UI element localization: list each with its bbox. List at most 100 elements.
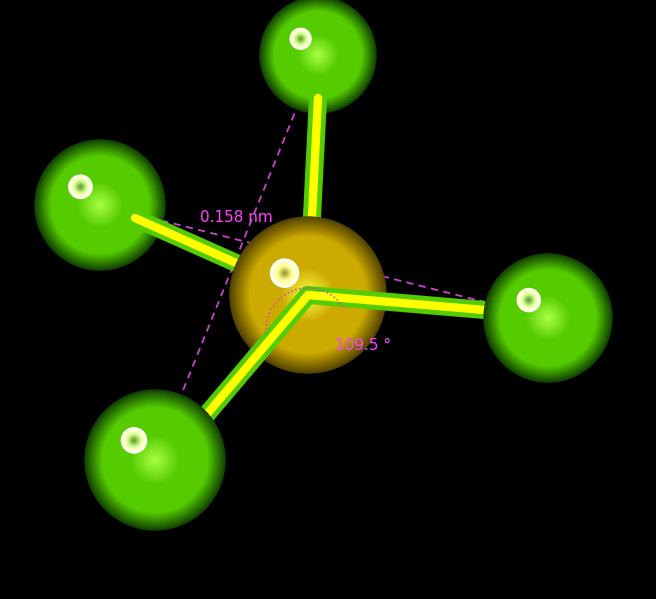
Circle shape xyxy=(51,156,149,254)
Circle shape xyxy=(249,237,367,353)
Circle shape xyxy=(491,262,605,374)
Circle shape xyxy=(41,147,159,264)
Circle shape xyxy=(72,179,89,195)
Circle shape xyxy=(298,285,318,305)
Circle shape xyxy=(277,265,293,281)
Circle shape xyxy=(316,53,320,57)
Circle shape xyxy=(244,231,372,359)
Circle shape xyxy=(298,36,303,41)
Circle shape xyxy=(296,34,305,44)
Circle shape xyxy=(513,283,583,353)
Circle shape xyxy=(536,306,560,329)
Circle shape xyxy=(495,265,602,371)
Circle shape xyxy=(279,268,289,278)
Circle shape xyxy=(268,5,368,105)
Circle shape xyxy=(63,168,137,242)
Circle shape xyxy=(267,4,369,106)
Circle shape xyxy=(136,441,174,479)
Circle shape xyxy=(94,199,106,210)
Circle shape xyxy=(76,182,85,192)
Circle shape xyxy=(310,47,326,63)
Circle shape xyxy=(152,456,159,464)
Circle shape xyxy=(96,202,103,208)
Circle shape xyxy=(135,440,175,480)
Circle shape xyxy=(520,291,538,309)
Circle shape xyxy=(247,234,369,356)
Circle shape xyxy=(291,28,345,82)
Circle shape xyxy=(39,144,161,266)
Circle shape xyxy=(270,259,298,287)
Circle shape xyxy=(304,291,312,299)
Circle shape xyxy=(521,292,537,308)
Circle shape xyxy=(279,16,357,93)
Circle shape xyxy=(131,435,180,485)
Circle shape xyxy=(282,269,334,321)
Circle shape xyxy=(544,314,552,322)
Circle shape xyxy=(149,454,161,466)
Circle shape xyxy=(508,277,588,359)
Circle shape xyxy=(47,152,153,258)
Circle shape xyxy=(283,272,286,274)
Circle shape xyxy=(245,232,371,358)
Circle shape xyxy=(110,415,201,506)
Circle shape xyxy=(90,395,220,525)
Circle shape xyxy=(306,43,329,66)
Circle shape xyxy=(81,186,119,223)
Circle shape xyxy=(56,162,143,249)
Circle shape xyxy=(277,264,339,326)
Circle shape xyxy=(519,291,539,310)
Circle shape xyxy=(297,34,339,76)
Circle shape xyxy=(46,151,154,259)
Circle shape xyxy=(293,30,343,80)
Circle shape xyxy=(519,289,577,347)
Circle shape xyxy=(120,425,190,495)
Circle shape xyxy=(66,170,134,240)
Circle shape xyxy=(48,153,152,257)
Circle shape xyxy=(78,184,83,189)
Circle shape xyxy=(108,413,201,507)
Circle shape xyxy=(276,13,359,96)
Circle shape xyxy=(298,36,337,74)
Circle shape xyxy=(73,179,88,195)
Circle shape xyxy=(241,229,375,361)
Circle shape xyxy=(84,189,116,221)
Circle shape xyxy=(278,265,338,325)
Circle shape xyxy=(302,38,335,71)
Circle shape xyxy=(41,146,159,265)
Circle shape xyxy=(154,459,156,461)
Circle shape xyxy=(153,458,157,462)
Circle shape xyxy=(274,262,295,284)
Circle shape xyxy=(282,19,354,91)
Circle shape xyxy=(487,257,609,379)
Circle shape xyxy=(272,8,364,101)
Circle shape xyxy=(304,41,331,68)
Circle shape xyxy=(123,429,145,451)
Circle shape xyxy=(281,18,355,92)
Circle shape xyxy=(486,256,610,380)
Circle shape xyxy=(297,35,304,43)
Circle shape xyxy=(150,455,159,465)
Circle shape xyxy=(71,177,90,196)
Circle shape xyxy=(287,24,349,86)
Circle shape xyxy=(133,439,135,441)
Circle shape xyxy=(239,226,377,364)
Circle shape xyxy=(299,37,302,40)
Circle shape xyxy=(270,258,346,332)
Circle shape xyxy=(531,301,565,335)
Circle shape xyxy=(493,264,602,373)
Circle shape xyxy=(295,282,321,308)
Circle shape xyxy=(527,298,568,338)
Circle shape xyxy=(256,243,360,347)
Circle shape xyxy=(85,390,225,530)
Circle shape xyxy=(61,166,139,244)
Circle shape xyxy=(60,165,140,245)
Circle shape xyxy=(274,11,363,99)
Circle shape xyxy=(276,265,293,282)
Circle shape xyxy=(307,294,309,297)
Circle shape xyxy=(262,0,374,111)
Circle shape xyxy=(138,444,171,476)
Circle shape xyxy=(68,173,133,237)
Circle shape xyxy=(81,186,119,225)
Circle shape xyxy=(83,187,117,222)
Circle shape xyxy=(300,38,302,40)
